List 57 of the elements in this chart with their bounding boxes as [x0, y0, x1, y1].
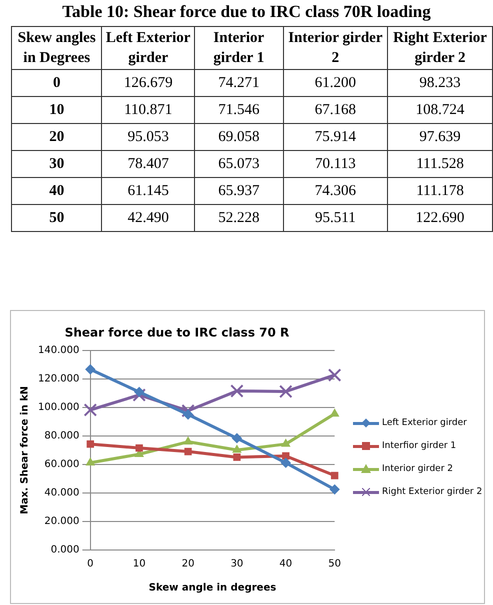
x-tick-label: 50	[328, 558, 342, 570]
y-tick-label: 120.000	[38, 374, 80, 385]
text: 61.200	[283, 70, 388, 96]
text: 74.306	[283, 178, 388, 204]
x-axis-title: Skew angle in degrees	[148, 582, 276, 594]
y-tick-label: 100.000	[38, 402, 80, 414]
text: 74.271	[194, 70, 284, 96]
text: 61.145	[102, 178, 194, 204]
x-tick-label: 10	[132, 558, 146, 570]
y-tick-label: 40.000	[44, 488, 80, 499]
text: 65.073	[194, 150, 284, 178]
text: 20	[12, 124, 102, 150]
text: Interior girder 2	[283, 26, 388, 70]
text: Skew angles in Degrees	[12, 26, 102, 70]
y-tick-label: 140.000	[38, 344, 80, 356]
x-tick-label: 40	[279, 558, 292, 570]
x-tick-label: 20	[182, 558, 194, 570]
text: 126.679	[102, 70, 194, 96]
text: 30	[12, 150, 102, 178]
caption: Table 10: Shear force due to IRC class 70R loading	[61, 2, 432, 22]
text: 0	[12, 70, 102, 96]
legend-label: Left Exterior girder	[382, 418, 467, 428]
text: 10	[12, 96, 102, 124]
text: 52.228	[194, 204, 284, 232]
text: 78.407	[102, 150, 194, 178]
legend-label: Interfior girder 1	[382, 440, 456, 450]
legend-label: Right Exterior girder 2	[382, 486, 482, 496]
legend-label: Interior girder 2	[382, 464, 453, 474]
text: 67.168	[283, 96, 388, 124]
y-tick-label: 0.000	[50, 544, 80, 556]
text: Right Exterior girder 2	[388, 26, 492, 70]
text: 111.178	[388, 178, 492, 204]
text: 40	[12, 178, 102, 204]
text: 75.914	[283, 124, 388, 150]
text: 98.233	[388, 70, 492, 96]
y-tick-label: 80.000	[44, 430, 80, 442]
text: 65.937	[194, 178, 284, 204]
text: 95.053	[102, 124, 194, 150]
x-tick-label: 0	[87, 558, 94, 570]
text: Left Exterior girder	[102, 26, 194, 70]
text: Interior girder 1	[194, 26, 284, 70]
y-tick-label: 60.000	[44, 459, 80, 470]
text: 42.490	[102, 204, 194, 232]
text: 111.528	[388, 150, 492, 178]
text: 70.113	[283, 150, 388, 178]
text: 108.724	[388, 96, 492, 124]
y-tick-label: 20.000	[44, 516, 80, 528]
text: 71.546	[194, 96, 284, 124]
text: 97.639	[388, 124, 492, 150]
text: 50	[12, 204, 102, 232]
y-axis-title: Max. Shear force in kN	[20, 386, 31, 514]
text: 69.058	[194, 124, 284, 150]
chart-title: Shear force due to IRC class 70 R	[64, 325, 290, 340]
text: 95.511	[283, 204, 388, 232]
x-tick-label: 30	[230, 558, 244, 570]
text: 122.690	[388, 204, 492, 232]
text: 110.871	[102, 96, 194, 124]
